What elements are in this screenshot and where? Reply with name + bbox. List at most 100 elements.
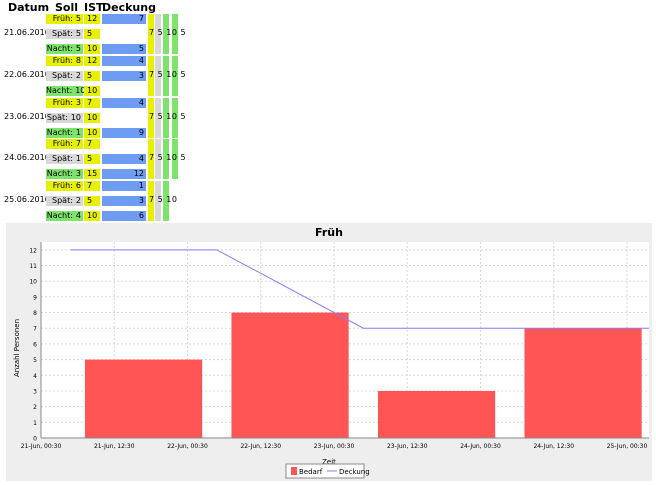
day-date: 23.06.2010 (4, 112, 50, 121)
soll-value: 3 (75, 169, 81, 178)
soll-value: 5 (75, 29, 81, 38)
summary-column (163, 98, 169, 138)
summary-column (172, 14, 178, 54)
ist-value: 7 (84, 139, 100, 149)
soll-value: 2 (75, 71, 81, 80)
summary-column (172, 56, 178, 96)
ist-value: 5 (84, 29, 100, 39)
summary-column (172, 139, 178, 179)
legend-bedarf-swatch (291, 467, 297, 475)
deckung-bar: 4 (102, 56, 146, 66)
ist-value: 10 (84, 211, 100, 221)
legend-bedarf-label: Bedarf (299, 468, 323, 476)
soll-value: 7 (75, 139, 81, 148)
summary-column (148, 14, 154, 54)
soll-value: 2 (75, 196, 81, 205)
header-deckung: Deckung (102, 1, 156, 14)
shift-soll: Früh: 3 (46, 98, 83, 108)
x-tick-label: 21-Jun, 12:30 (94, 443, 135, 450)
bedarf-bar (377, 390, 496, 438)
summary-column (155, 139, 161, 179)
deckung-line (70, 249, 649, 329)
summary-column (155, 181, 161, 221)
y-tick-label: 10 (29, 279, 37, 286)
shift-label: Früh: (52, 14, 73, 23)
summary-column (163, 181, 169, 221)
summary-column (155, 14, 161, 54)
soll-value: 8 (75, 56, 81, 65)
soll-value: 1 (75, 128, 81, 137)
shift-soll: Spät: 5 (46, 29, 83, 39)
ist-value: 5 (84, 196, 100, 206)
summary-column (148, 56, 154, 96)
y-tick-label: 9 (33, 294, 37, 301)
y-tick-label: 7 (33, 326, 37, 333)
x-tick-label: 22-Jun, 00:30 (167, 443, 208, 450)
deckung-bar: 1 (102, 181, 146, 191)
day-summary: 7 5 10 5 (149, 28, 187, 37)
shift-label: Spät: (52, 154, 73, 163)
shift-soll: Nacht: 5 (46, 44, 83, 54)
summary-column (163, 56, 169, 96)
summary-column (148, 98, 154, 138)
y-tick-label: 5 (33, 357, 37, 364)
shift-soll: Nacht: 10 (46, 86, 86, 96)
shift-soll: Früh: 6 (46, 181, 83, 191)
shift-label: Spät: (52, 196, 73, 205)
day-summary: 7 5 10 5 (149, 112, 187, 121)
shift-label: Nacht: (46, 86, 73, 95)
y-tick-label: 11 (29, 263, 37, 270)
soll-value: 5 (75, 44, 81, 53)
day-date: 21.06.2010 (4, 28, 50, 37)
day-date: 24.06.2010 (4, 153, 50, 162)
summary-column (155, 56, 161, 96)
x-tick-label: 24-Jun, 12:30 (533, 443, 574, 450)
shift-label: Spät: (52, 29, 73, 38)
shift-soll: Spät: 1 (46, 154, 83, 164)
shift-soll: Spät: 10 (46, 113, 83, 123)
deckung-bar: 7 (102, 14, 146, 24)
deckung-bar: 4 (102, 154, 146, 164)
ist-value: 12 (84, 56, 100, 66)
summary-column (163, 14, 169, 54)
shift-label: Nacht: (46, 44, 73, 53)
shift-label: Nacht: (46, 169, 73, 178)
deckung-bar: 3 (102, 71, 146, 81)
y-axis-label: Anzahl Personen (13, 319, 21, 377)
x-tick-label: 21-Jun, 00:30 (21, 443, 62, 450)
bedarf-bar (84, 359, 203, 438)
header-soll: Soll (55, 1, 79, 14)
shift-label: Nacht: (46, 211, 73, 220)
ist-value: 10 (84, 86, 100, 96)
deckung-bar: 3 (102, 196, 146, 206)
y-tick-label: 12 (29, 247, 37, 254)
x-tick-label: 25-Jun, 00:30 (607, 443, 648, 450)
legend-box (285, 463, 365, 479)
deckung-bar: 6 (102, 211, 146, 221)
ist-value: 7 (84, 98, 100, 108)
ist-value: 7 (84, 181, 100, 191)
x-axis-label: Zeit (322, 458, 336, 466)
x-tick-label: 23-Jun, 12:30 (387, 443, 428, 450)
day-summary: 7 5 10 5 (149, 153, 187, 162)
x-tick-label: 23-Jun, 00:30 (314, 443, 355, 450)
shift-soll: Nacht: 1 (46, 128, 83, 138)
shift-soll: Früh: 8 (46, 56, 83, 66)
shift-soll: Nacht: 3 (46, 169, 83, 179)
deckung-bar: 12 (102, 169, 146, 179)
y-tick-label: 2 (33, 404, 37, 411)
chart-legend: Bedarf Deckung (285, 463, 370, 479)
chart-title: Früh (315, 226, 343, 239)
shift-label: Spät: (52, 71, 73, 80)
summary-column (148, 139, 154, 179)
y-tick-label: 3 (33, 388, 37, 395)
y-tick-label: 0 (33, 436, 37, 443)
ist-value: 12 (84, 14, 100, 24)
soll-value: 10 (75, 86, 86, 95)
soll-value: 3 (75, 98, 81, 107)
day-date: 22.06.2010 (4, 70, 50, 79)
deckung-bar: 9 (102, 128, 146, 138)
bedarf-bar (231, 312, 349, 438)
shift-soll: Spät: 2 (46, 196, 83, 206)
